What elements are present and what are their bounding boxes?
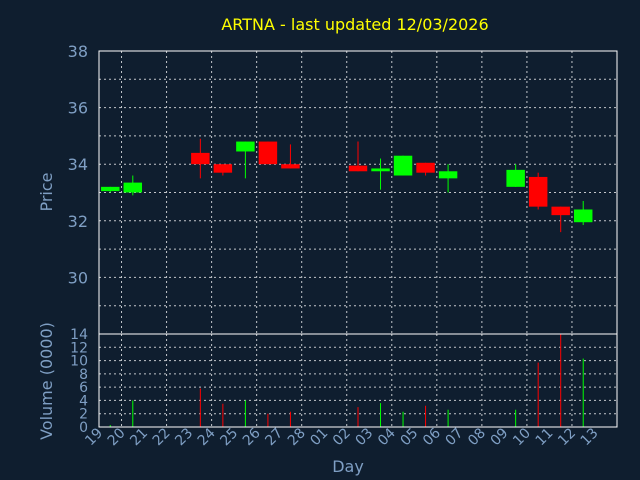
price-axis-label: Price	[37, 172, 56, 211]
candle-body	[348, 165, 368, 172]
volume-tick-label: 12	[70, 340, 88, 356]
price-tick-label: 34	[68, 155, 88, 174]
x-tick-label: 03	[352, 425, 376, 449]
volume-frame	[98, 333, 618, 428]
candle-body	[236, 141, 255, 152]
x-tick-label: 10	[510, 425, 534, 449]
x-axis-label: Day	[332, 457, 364, 476]
candle-body	[416, 162, 435, 173]
x-tick-label: 04	[375, 425, 399, 449]
x-tick-label: 28	[285, 425, 309, 449]
candle-body	[213, 164, 233, 173]
volume-grid	[99, 334, 617, 427]
candle-body	[506, 169, 525, 187]
price-panel: 30 32 34 36 38	[68, 42, 618, 335]
volume-tick-label: 4	[79, 393, 88, 409]
price-tick-label: 32	[68, 212, 88, 231]
x-axis-ticks: 1920212223242526272801020304050607080910…	[82, 425, 601, 449]
price-y-ticks: 30 32 34 36 38	[68, 42, 88, 287]
volume-tick-label: 6	[79, 380, 88, 396]
candle-body	[438, 171, 458, 179]
price-tick-label: 38	[68, 42, 88, 61]
x-tick-label: 22	[150, 425, 174, 449]
candle-body	[258, 141, 278, 165]
candle-body	[551, 206, 570, 216]
x-tick-label: 05	[398, 425, 422, 449]
x-tick-label: 12	[555, 425, 579, 449]
x-tick-label: 27	[262, 425, 286, 449]
x-tick-label: 08	[465, 425, 489, 449]
x-tick-label: 11	[533, 425, 557, 449]
volume-tick-label: 0	[79, 420, 88, 436]
candle-body	[393, 155, 413, 176]
candle-body	[528, 176, 548, 207]
x-tick-label: 02	[330, 425, 354, 449]
candle-body	[281, 164, 300, 169]
x-tick-label: 21	[127, 425, 151, 449]
candle-body	[191, 152, 210, 165]
x-tick-label: 20	[105, 425, 129, 449]
price-tick-label: 36	[68, 99, 88, 118]
price-grid	[99, 51, 617, 334]
price-candles	[101, 138, 593, 233]
candle-body	[101, 186, 120, 192]
x-tick-label: 06	[420, 425, 444, 449]
candle-body	[123, 182, 143, 193]
x-tick-label: 25	[217, 425, 241, 449]
volume-tick-label: 8	[79, 367, 88, 383]
price-tick-label: 30	[68, 268, 88, 287]
x-tick-label: 24	[195, 425, 219, 449]
x-tick-label: 26	[240, 425, 264, 449]
volume-tick-label: 2	[79, 407, 88, 423]
x-tick-label: 13	[578, 425, 602, 449]
volume-tick-label: 10	[70, 354, 88, 370]
volume-tick-label: 14	[70, 327, 88, 343]
candle-body	[573, 209, 593, 223]
x-tick-label: 23	[172, 425, 196, 449]
x-tick-label: 01	[307, 425, 331, 449]
candle-body	[371, 168, 390, 172]
volume-axis-label: Volume (0000)	[37, 322, 56, 440]
x-tick-label: 07	[443, 425, 467, 449]
x-tick-label: 09	[488, 425, 512, 449]
chart-title: ARTNA - last updated 12/03/2026	[221, 15, 488, 34]
volume-bars	[109, 334, 584, 427]
